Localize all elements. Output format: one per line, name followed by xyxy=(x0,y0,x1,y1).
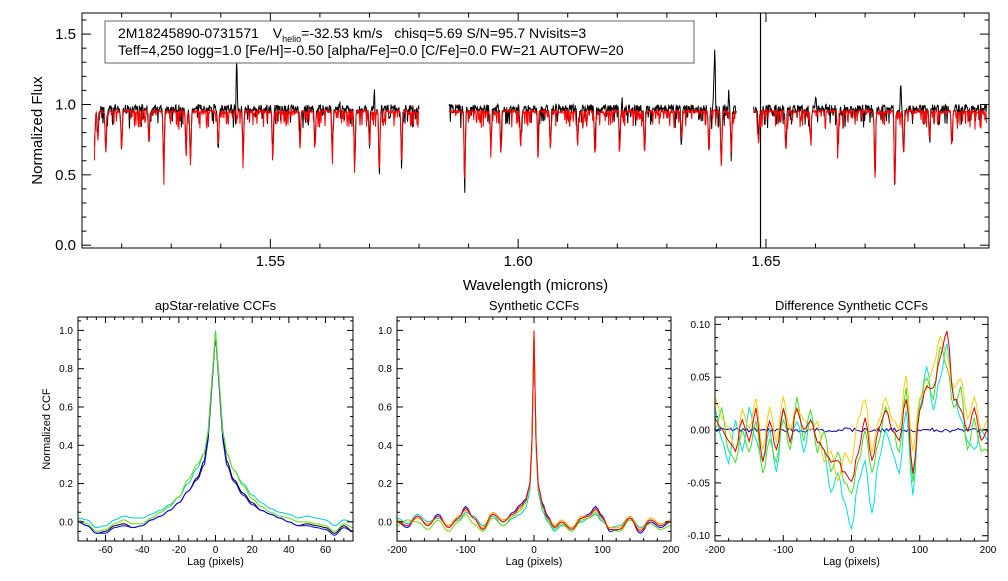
spectrum-panel: 1.55 1.60 1.65 0.0 0.5 1.0 1.5 Normalized Flux… xyxy=(29,12,990,294)
apstar-xtick-label: 40 xyxy=(283,545,295,556)
difference-ytick-label: -0.10 xyxy=(687,531,710,542)
fit-stats: chisq=5.69 S/N=95.7 Nvisits=3 xyxy=(394,25,586,41)
apstar-ytick-label: 0.0 xyxy=(59,517,73,528)
difference-xtick-label: -200 xyxy=(705,545,725,556)
difference-ytick-label: 0.10 xyxy=(691,320,711,331)
synthetic-ytick-label: 0.8 xyxy=(378,364,392,375)
apstar-ytick-label: 0.4 xyxy=(59,441,73,452)
apstar-ytick-label: 0.6 xyxy=(59,402,73,413)
apstar-series-visit-2 xyxy=(78,334,353,536)
spectrum-ticks: 1.55 1.60 1.65 0.0 0.5 1.0 1.5 xyxy=(55,13,989,270)
apstar-xtick-label: -60 xyxy=(98,545,113,556)
spectrum-ytick-label: 1.0 xyxy=(55,96,76,113)
vhelio-value: =-32.53 km/s xyxy=(301,25,382,41)
spectrum-ylabel: Normalized Flux xyxy=(29,76,46,185)
synthetic-ytick-label: 0.2 xyxy=(378,479,392,490)
difference-xtick-label: 200 xyxy=(980,545,997,556)
spectrum-ytick-label: 0.0 xyxy=(55,237,76,254)
difference-series-visit-2 xyxy=(715,343,988,531)
apstar-ccf-axes-frame xyxy=(77,316,354,542)
difference-series-visit-1 xyxy=(715,427,988,433)
apstar-xtick-label: 0 xyxy=(213,545,219,556)
synthetic-xtick-label: -200 xyxy=(387,545,407,556)
apstar-xtick-label: 60 xyxy=(320,545,332,556)
apstar-series-visit-3 xyxy=(78,330,353,529)
apstar-ccf-ylabel: Normalized CCF xyxy=(41,388,53,470)
apstar-ccf-plot-area xyxy=(78,330,353,536)
apstar-xtick-label: -40 xyxy=(135,545,150,556)
synthetic-xtick-label: -100 xyxy=(455,545,475,556)
apstar-ccf-panel: apStar-relative CCFs -60 -40 -20 0 20 40 60 0.0… xyxy=(41,298,354,568)
vhelio-subscript: helio xyxy=(282,34,301,44)
spectrum-axes-frame xyxy=(81,12,990,249)
spectrum-xtick-label: 1.65 xyxy=(751,253,780,270)
difference-ccf-ticks: -200 -100 0 100 200 -0.10 -0.05 0.00 0.05 0.10 xyxy=(687,317,997,556)
difference-xtick-label: -100 xyxy=(773,545,793,556)
apstar-ccf-xlabel: Lag (pixels) xyxy=(187,556,244,568)
spectrum-annotation-line-2: Teff=4,250 logg=1.0 [Fe/H]=-0.50 [alpha/… xyxy=(118,42,624,58)
spectrum-xtick-label: 1.55 xyxy=(256,253,285,270)
synthetic-ccf-panel: Synthetic CCFs -200 -100 0 100 200 0.0 0.2 0.4 0… xyxy=(378,298,680,568)
difference-series-visit-4 xyxy=(715,334,988,483)
apstar-xtick-label: 20 xyxy=(247,545,259,556)
difference-ccf-title: Difference Synthetic CCFs xyxy=(775,298,928,313)
apstar-ytick-label: 1.0 xyxy=(59,326,73,337)
synthetic-ytick-label: 1.0 xyxy=(378,326,392,337)
spectrum-xlabel: Wavelength (microns) xyxy=(463,277,608,294)
difference-xtick-label: 0 xyxy=(849,545,855,556)
difference-series-visit-5 xyxy=(715,330,988,483)
spectrum-xtick-label: 1.60 xyxy=(504,253,533,270)
synthetic-ytick-label: 0.4 xyxy=(378,441,392,452)
apstar-ytick-label: 0.2 xyxy=(59,479,73,490)
spectrum-ytick-label: 1.5 xyxy=(55,26,76,43)
vhelio-prefix: V xyxy=(273,25,283,41)
spectrum-plot-area xyxy=(93,13,987,248)
synthetic-ccf-title: Synthetic CCFs xyxy=(489,298,580,313)
synthetic-xtick-label: 100 xyxy=(594,545,611,556)
synthetic-xtick-label: 200 xyxy=(663,545,680,556)
spectrum-ytick-label: 0.5 xyxy=(55,167,76,184)
difference-ytick-label: -0.05 xyxy=(687,478,710,489)
difference-ccf-panel: Difference Synthetic CCFs -200 -100 0 100 20… xyxy=(687,298,997,568)
difference-ccf-xlabel: Lag (pixels) xyxy=(823,556,880,568)
spectrum-annotation-line-1: 2M18245890-0731571 Vhelio=-32.53 km/s ch… xyxy=(118,25,586,44)
spectrum-annotation-box xyxy=(104,20,695,64)
apstar-ccf-ticks: -60 -40 -20 0 20 40 60 0.0 0.2 0.4 0.6 0.8 1.0 xyxy=(59,317,354,556)
synthetic-xtick-label: 0 xyxy=(531,545,537,556)
apstar-xtick-label: -20 xyxy=(172,545,187,556)
synthetic-series-visit-2 xyxy=(397,338,671,533)
difference-ytick-label: 0.00 xyxy=(691,426,711,437)
difference-series-visit-3 xyxy=(715,345,988,495)
apstar-series-visit-4 xyxy=(78,332,353,532)
difference-ytick-label: 0.05 xyxy=(691,373,711,384)
synthetic-ytick-label: 0.6 xyxy=(378,402,392,413)
apstar-ccf-title: apStar-relative CCFs xyxy=(155,298,277,313)
difference-xtick-label: 100 xyxy=(911,545,928,556)
synthetic-ccf-ticks: -200 -100 0 100 200 0.0 0.2 0.4 0.6 0.8 1.0 xyxy=(378,317,680,556)
spectrum-series-model xyxy=(93,107,987,185)
synthetic-ccf-plot-area xyxy=(397,330,671,534)
difference-ccf-plot-area xyxy=(715,330,988,531)
apstar-series-visit-1 xyxy=(78,332,353,534)
star-id: 2M18245890-0731571 xyxy=(118,25,259,41)
synthetic-ytick-label: 0.0 xyxy=(378,517,392,528)
synthetic-series-visit-5 xyxy=(397,330,671,532)
synthetic-ccf-xlabel: Lag (pixels) xyxy=(506,556,563,568)
apstar-ytick-label: 0.8 xyxy=(59,364,73,375)
